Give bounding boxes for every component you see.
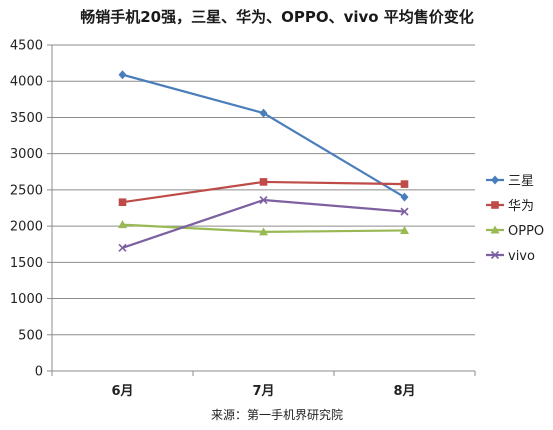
x-marker-stroke bbox=[400, 207, 409, 216]
legend-swatch-marker bbox=[490, 250, 500, 260]
legend-label: 三星 bbox=[508, 174, 534, 189]
legend-item: 华为 bbox=[486, 199, 534, 214]
series-line bbox=[122, 198, 405, 249]
data-point bbox=[400, 192, 409, 202]
x-marker-stroke bbox=[490, 250, 500, 260]
data-point bbox=[400, 207, 409, 216]
axes: 0 500 1000 1500 2000 2500 3000 3500 4000 4500 6月 7月… bbox=[10, 39, 476, 399]
data-point bbox=[259, 108, 268, 118]
series-OPPO bbox=[118, 220, 409, 236]
legend-item: 三星 bbox=[486, 174, 534, 189]
data-point bbox=[259, 227, 268, 236]
y-tick-label: 1500 bbox=[10, 256, 43, 271]
series-华为 bbox=[118, 178, 409, 207]
data-point bbox=[259, 195, 268, 205]
x-tick-label: 7月 bbox=[252, 384, 274, 399]
series-layer bbox=[118, 70, 409, 252]
y-tick-label: 4500 bbox=[10, 39, 43, 54]
y-tick-label: 2000 bbox=[10, 220, 43, 235]
data-point bbox=[259, 178, 268, 186]
legend-label: 华为 bbox=[508, 199, 534, 214]
data-point bbox=[400, 180, 409, 188]
x-marker-stroke bbox=[259, 195, 268, 205]
source-note: 来源：第一手机界研究院 bbox=[211, 407, 343, 422]
legend-item: OPPO bbox=[486, 224, 544, 239]
legend-item: vivo bbox=[486, 249, 535, 264]
series-三星 bbox=[118, 70, 409, 202]
data-point bbox=[118, 220, 127, 229]
x-marker-stroke bbox=[118, 243, 127, 252]
y-tick-label: 3500 bbox=[10, 111, 43, 126]
y-tick-label: 2500 bbox=[10, 183, 43, 198]
legend-swatch-marker bbox=[491, 175, 499, 185]
data-point bbox=[400, 225, 409, 234]
legend-swatch-marker bbox=[491, 201, 499, 209]
y-tick-label: 0 bbox=[35, 365, 43, 380]
legend-label: OPPO bbox=[508, 224, 544, 239]
y-tick-label: 1000 bbox=[10, 292, 43, 307]
gridlines bbox=[52, 44, 475, 336]
x-tick-label: 6月 bbox=[111, 384, 133, 399]
legend-label: vivo bbox=[508, 249, 535, 264]
chart-title: 畅销手机20强，三星、华为、OPPO、vivo 平均售价变化 bbox=[80, 8, 474, 26]
y-tick-label: 3000 bbox=[10, 147, 43, 162]
series-vivo bbox=[118, 195, 409, 252]
legend-swatch-marker bbox=[490, 225, 500, 234]
data-point bbox=[118, 198, 127, 207]
data-point bbox=[118, 243, 127, 252]
y-tick-label: 500 bbox=[18, 328, 43, 343]
y-tick-label: 4000 bbox=[10, 75, 43, 90]
data-point bbox=[118, 70, 127, 80]
x-tick-label: 8月 bbox=[393, 384, 415, 399]
